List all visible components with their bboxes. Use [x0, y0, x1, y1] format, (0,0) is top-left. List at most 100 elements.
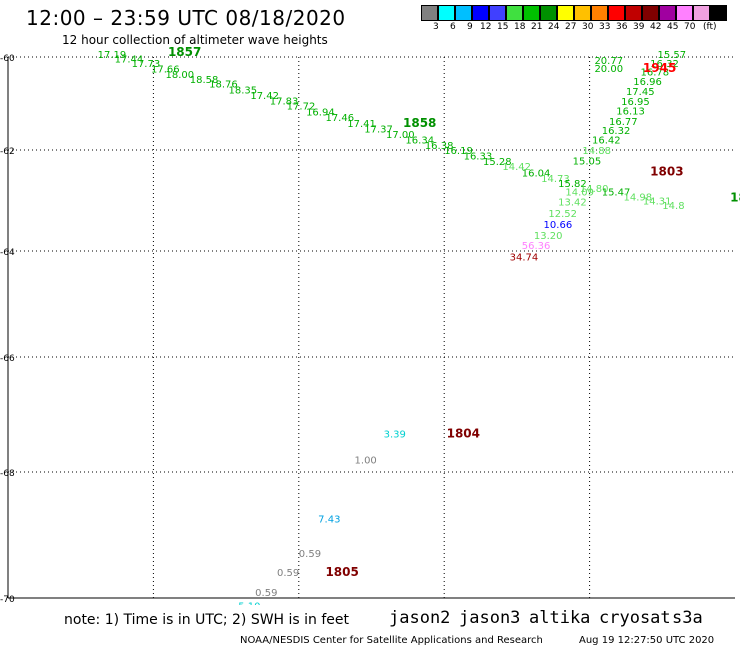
wave-height-label: 0.59 [255, 588, 277, 599]
wave-height-label: 14.80 [580, 184, 609, 195]
color-swatch [693, 5, 710, 21]
wave-height-label: 14.31 [643, 197, 672, 208]
wave-height-label: 7.43 [318, 514, 340, 525]
wave-height-label: 14.42 [502, 162, 531, 173]
color-scale-label: 12 [480, 22, 492, 32]
lat-tick-label: -66 [0, 354, 15, 364]
color-scale-label: 3 [433, 22, 439, 32]
color-swatch [506, 5, 523, 21]
wave-height-label: 14.98 [624, 193, 653, 204]
color-scale-label: 24 [548, 22, 560, 32]
wave-height-label: 3.39 [384, 430, 406, 441]
color-swatch [523, 5, 540, 21]
color-swatch [659, 5, 676, 21]
wave-height-label: 16.34 [405, 135, 434, 146]
pass-time-label: 185 [730, 191, 740, 205]
wave-height-label: 14.09 [565, 187, 594, 198]
color-scale-label: 33 [599, 22, 611, 32]
legend-jason3: jason3 [459, 608, 521, 628]
color-swatch [642, 5, 659, 21]
color-scale-label: 42 [650, 22, 662, 32]
legend-s3a: s3a [672, 608, 703, 628]
wave-height-label: 17.72 [287, 102, 316, 113]
wave-height-label: 18.00 [166, 70, 195, 81]
wave-height-label: 5.10 [238, 601, 260, 605]
color-scale-label: 70 [684, 22, 696, 32]
color-scale-label: 27 [565, 22, 577, 32]
wave-height-label: 34.74 [510, 253, 539, 264]
color-scale-label: 9 [467, 22, 473, 32]
lat-tick-label: -70 [0, 595, 15, 605]
credit-line: NOAA/NESDIS Center for Satellite Applica… [240, 635, 543, 646]
wave-height-label: 15.82 [558, 179, 587, 190]
wave-height-label: 16.77 [609, 117, 638, 128]
color-scale-label: 18 [514, 22, 526, 32]
lat-tick-label: -62 [0, 147, 15, 157]
wave-height-label: 17.19 [98, 50, 127, 61]
wave-height-label: 14.8 [662, 201, 684, 212]
wave-height-label: 15.05 [573, 157, 602, 168]
color-scale-label: 6 [450, 22, 456, 32]
wave-height-label: 16.95 [621, 97, 650, 108]
wave-height-label: 1.00 [355, 455, 377, 466]
color-scale-label: 21 [531, 22, 543, 32]
lat-tick-label: -64 [0, 248, 15, 258]
wave-height-label: 16.13 [616, 107, 645, 118]
wave-height-label: 18.35 [229, 86, 258, 97]
wave-height-label: 56.36 [522, 241, 551, 252]
color-swatch [710, 5, 727, 21]
legend-altika: altika [529, 608, 591, 628]
pass-time-label: 1804 [447, 427, 480, 441]
altimeter-map: -150-147-144-141-138-13-60-62-64-66-68-7… [0, 45, 740, 605]
pass-time-label: 1805 [325, 565, 358, 579]
color-scale-bar [421, 5, 727, 21]
wave-height-label: 14.73 [541, 174, 570, 185]
lat-tick-label: -60 [0, 54, 15, 64]
wave-height-label: 17.45 [626, 87, 655, 98]
wave-height-label: 16.96 [633, 77, 662, 88]
wave-height-label: 17.42 [250, 91, 279, 102]
wave-height-label: 18.58 [190, 75, 219, 86]
color-swatch [591, 5, 608, 21]
wave-height-label: 20.00 [594, 64, 623, 75]
wave-height-label: 16.04 [522, 168, 551, 179]
wave-height-label: 16.19 [444, 146, 473, 157]
wave-height-label: 17.37 [364, 124, 393, 135]
pass-time-label: 1803 [650, 164, 683, 178]
wave-height-label: 0.59 [277, 568, 299, 579]
wave-height-label: 16.33 [464, 152, 493, 163]
color-swatch [676, 5, 693, 21]
wave-height-label: 20.77 [594, 56, 623, 67]
color-swatch [421, 5, 438, 21]
wave-height-label: 17.46 [325, 113, 354, 124]
wave-height-label: 17.41 [347, 119, 376, 130]
color-scale-label: 30 [582, 22, 594, 32]
wave-height-label: 14.88 [582, 146, 611, 157]
wave-height-label: 15.28 [483, 157, 512, 168]
page-subtitle: 12 hour collection of altimeter wave hei… [62, 33, 328, 47]
color-swatch [489, 5, 506, 21]
color-scale-label: 15 [497, 22, 509, 32]
color-swatch [455, 5, 472, 21]
color-swatch [574, 5, 591, 21]
color-swatch [472, 5, 489, 21]
wave-height-label: 16.94 [306, 108, 335, 119]
lat-tick-label: -68 [0, 469, 15, 479]
wave-height-label: 16.32 [650, 59, 679, 70]
wave-height-label: 17.83 [270, 96, 299, 107]
wave-height-label: 10.66 [544, 220, 573, 231]
legend-jason2: jason2 [389, 608, 451, 628]
color-scale-label: 45 [667, 22, 679, 32]
color-scale-label: 39 [633, 22, 645, 32]
wave-height-label: 12.52 [548, 209, 577, 220]
wave-height-label: 16.42 [592, 135, 621, 146]
color-scale-unit: (ft) [703, 22, 717, 32]
wave-height-label: 13.42 [558, 198, 587, 209]
pass-time-label: 1858 [403, 116, 436, 130]
legend-cryosat: cryosat [599, 608, 671, 628]
wave-height-label: 16.38 [425, 141, 454, 152]
wave-height-label: 16.78 [640, 68, 669, 79]
wave-height-label: 17.44 [115, 55, 144, 66]
color-swatch [625, 5, 642, 21]
wave-height-label: 18.76 [209, 80, 238, 91]
